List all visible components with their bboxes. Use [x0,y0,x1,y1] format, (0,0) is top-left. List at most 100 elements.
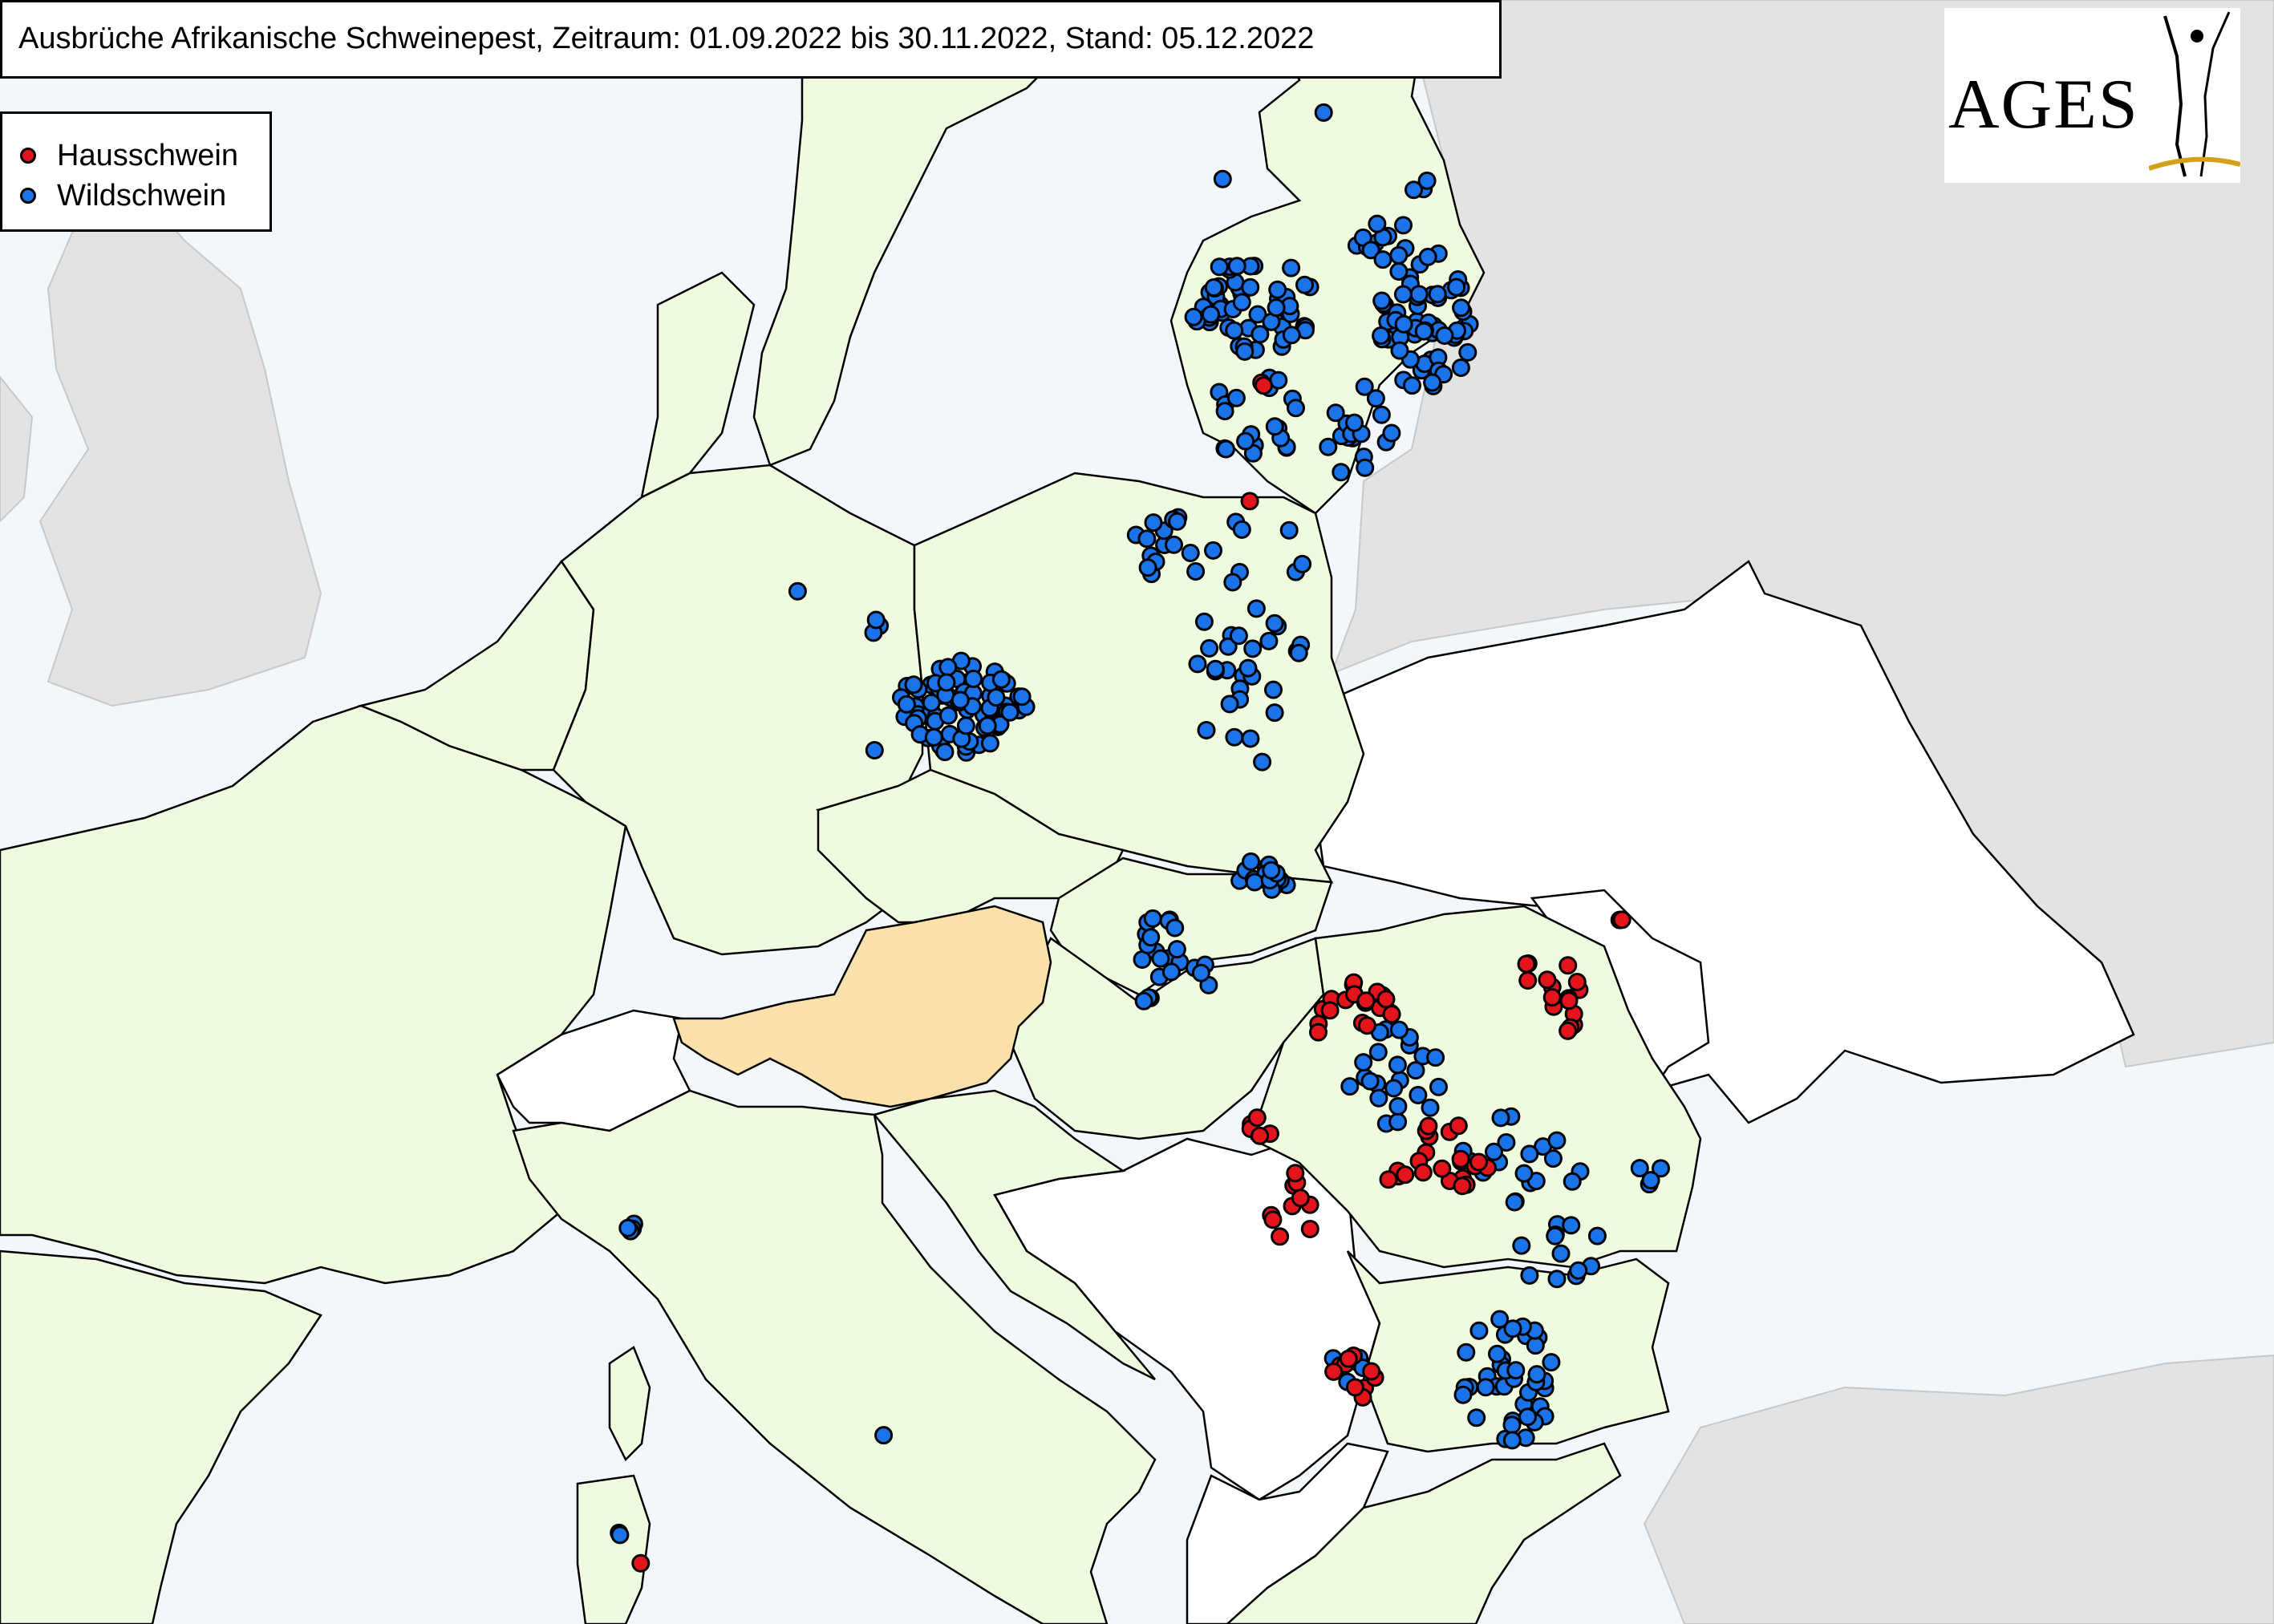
hungary [1009,937,1325,1140]
wild-boar-outbreak-marker-459 [866,610,886,630]
wild-boar-outbreak-marker-356 [1388,1055,1407,1075]
wild-boar-outbreak-marker-243 [978,716,997,735]
wild-boar-outbreak-marker-354 [1406,1061,1425,1080]
domestic-pig-outbreak-marker-530 [1247,1108,1267,1128]
eu-region [0,0,1702,1624]
wild-boar-outbreak-marker-97 [1372,326,1391,345]
domestic-pig-outbreak-marker-546 [1254,376,1273,395]
wild-boar-outbreak-marker-277 [1200,638,1219,658]
wild-boar-outbreak-marker-367 [1369,1088,1388,1108]
wild-boar-outbreak-marker-123 [1361,241,1380,260]
wild-boar-outbreak-marker-105 [1423,373,1442,392]
wild-boar-outbreak-marker-387 [1514,1164,1534,1183]
wild-boar-outbreak-marker-168 [1314,103,1333,122]
domestic-pig-outbreak-marker-548 [631,1553,651,1573]
wild-boar-outbreak-marker-93 [1418,247,1437,266]
wild-boar-outbreak-marker-113 [1390,341,1409,360]
wild-boar-outbreak-marker-331 [1161,962,1181,982]
wild-boar-outbreak-marker-444 [1569,1261,1588,1280]
wild-boar-outbreak-marker-35 [1241,277,1260,297]
wild-boar-outbreak-marker-295 [1206,659,1225,678]
domestic-pig-outbreak-marker-541 [1345,1378,1364,1397]
wild-boar-outbreak-marker-373 [1505,1193,1524,1212]
wild-boar-outbreak-marker-244 [897,695,916,714]
wild-boar-outbreak-marker-339 [1191,963,1210,982]
wild-boar-outbreak-marker-342 [1134,991,1153,1010]
wild-boar-outbreak-marker-278 [1223,573,1242,592]
domestic-pig-outbreak-marker-511 [1449,1116,1468,1136]
domestic-pig-outbreak-marker-495 [1517,954,1536,974]
wild-boar-outbreak-marker-296 [1241,729,1260,748]
wild-boar-outbreak-marker-293 [1225,727,1244,747]
wild-boar-outbreak-marker-220 [938,706,958,725]
domestic-pig-outbreak-marker-485 [1559,956,1578,975]
domestic-pig-outbreak-marker-537 [1362,1362,1381,1381]
ukraine [1314,560,2135,1124]
wild-boar-outbreak-marker-241 [991,670,1011,689]
domestic-pig-outbreak-marker-532 [1250,1126,1270,1145]
wild-boar-outbreak-marker-363 [1389,1020,1409,1039]
domestic-pig-outbreak-marker-524 [1263,1210,1283,1229]
wild-boar-outbreak-marker-300 [1197,721,1216,739]
domestic-pig-outbreak-marker-517 [1379,1170,1398,1189]
domestic-pig-outbreak-marker-525 [1286,1164,1305,1183]
wild-boar-outbreak-marker-345 [1421,1098,1440,1117]
wild-boar-outbreak-marker-164 [1345,413,1364,432]
wild-boar-outbreak-marker-51 [1268,280,1287,299]
wild-boar-outbreak-marker-242 [951,691,970,710]
wild-boar-outbreak-marker-145 [1265,417,1284,436]
wild-boar-outbreak-marker-460 [874,1426,894,1445]
ages-logo-text: AGES [1948,66,2139,144]
domestic-pig-outbreak-marker-513 [1396,1165,1415,1185]
wild-boar-outbreak-marker-446 [1652,1159,1670,1178]
legend: Hausschwein Wildschwein [0,111,272,232]
wild-boar-outbreak-marker-232 [935,743,955,762]
wild-boar-outbreak-marker-445 [1512,1236,1531,1255]
wild-boar-outbreak-marker-409 [1457,1343,1476,1362]
wild-boar-outbreak-marker-315 [1245,873,1264,892]
wild-boar-outbreak-marker-169 [1213,169,1232,188]
wild-boar-outbreak-marker-258 [1137,529,1157,549]
domestic-pig-outbreak-marker-516 [1413,1163,1433,1182]
wild-boar-outbreak-marker-261 [1144,513,1163,533]
wild-boar-outbreak-marker-316 [1242,852,1260,871]
italy [512,1089,1157,1624]
wild-boar-outbreak-marker-453 [618,1218,638,1237]
domestic-pig-outbreak-marker-500 [1469,1152,1488,1172]
wild-boar-outbreak-marker-267 [1243,639,1263,658]
legend-entry-domestic: Hausschwein [20,138,238,173]
title-box: Ausbrüche Afrikanische Schweinepest, Zei… [0,0,1502,79]
wild-boar-outbreak-marker-120 [1389,245,1409,265]
wild-boar-outbreak-marker-33 [1202,305,1220,324]
wild-boar-outbreak-marker-147 [1355,377,1374,396]
wild-boar-outbreak-marker-448 [1641,1171,1660,1190]
wild-boar-outbreak-marker-441 [1587,1226,1607,1245]
wild-boar-outbreak-marker-455 [610,1525,630,1545]
wild-boar-outbreak-marker-299 [1238,658,1258,678]
wild-boar-outbreak-marker-139 [1236,431,1255,451]
outbreak-markers [610,103,1670,1573]
wild-boar-outbreak-marker-359 [1409,1086,1428,1104]
wild-boar-outbreak-marker-221 [922,693,941,712]
wild-boar-outbreak-marker-264 [1194,612,1214,631]
domestic-pig-outbreak-marker-494 [1559,1021,1578,1040]
wild-boar-outbreak-marker-290 [1246,599,1266,618]
wild-boar-outbreak-marker-37 [1282,258,1301,277]
wild-boar-outbreak-marker-246 [1012,687,1032,707]
wild-boar-outbreak-marker-154 [1366,389,1385,408]
wild-boar-outbreak-marker-427 [1490,1310,1510,1329]
austria [672,905,1052,1108]
domestic-pig-outbreak-marker-542 [1339,1349,1358,1368]
wild-boar-outbreak-marker-412 [1502,1415,1522,1435]
domestic-pig-outbreak-marker-515 [1419,1116,1438,1136]
wild-boar-outbreak-marker-319 [1262,861,1281,880]
wild-boar-outbreak-marker-291 [1289,643,1308,662]
wild-boar-outbreak-marker-449 [1630,1159,1649,1178]
great-britain [39,183,322,707]
wild-boar-outbreak-marker-425 [1488,1344,1506,1363]
domestic-pig-outbreak-marker-488 [1567,973,1587,991]
wild-boar-outbreak-marker-114 [1414,322,1433,341]
wild-boar-outbreak-marker-49 [1204,278,1223,297]
turkey [1643,1354,2274,1624]
wild-boar-outbreak-marker-335 [1151,949,1170,968]
